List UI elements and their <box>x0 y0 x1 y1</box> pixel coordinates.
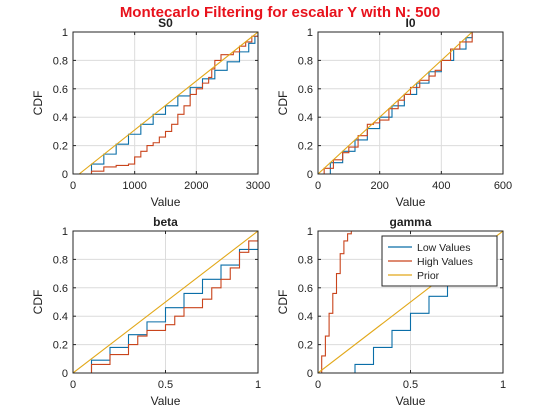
y-tick-label: 0.8 <box>53 55 68 67</box>
y-tick-label: 0.4 <box>298 311 313 323</box>
x-tick-label: 0.5 <box>158 379 173 391</box>
y-tick-label: 0 <box>307 368 313 380</box>
y-tick-label: 0.8 <box>53 254 68 266</box>
x-tick-label: 0 <box>315 379 321 391</box>
subplot-2: 0 200 400 600 0 0.2 0.4 0.6 0.8 1 I0 Value CDF <box>276 16 512 209</box>
y-tick-label: 0.4 <box>298 112 313 124</box>
subplot-3: 0 0.5 1 0 0.2 0.4 0.6 0.8 1 beta Value CDF <box>31 215 261 408</box>
subplot-title: I0 <box>405 16 415 30</box>
series-line-high <box>318 32 473 174</box>
y-tick-label: 1 <box>62 226 68 238</box>
x-tick-label: 200 <box>370 180 388 192</box>
series-line-low <box>318 32 473 174</box>
y-tick-label: 1 <box>62 27 68 39</box>
y-tick-label: 0.6 <box>53 84 68 96</box>
y-tick-label: 0.2 <box>53 141 68 153</box>
y-tick-label: 0 <box>62 169 68 181</box>
x-tick-label: 1 <box>500 379 506 391</box>
subplot-1: 0 1000 2000 3000 0 0.2 0.4 0.6 0.8 1 S0 Value CDF <box>31 16 270 209</box>
series-line-prior <box>318 32 473 174</box>
series-group <box>78 32 258 174</box>
figure-suptitle: Montecarlo Filtering for escalar Y with … <box>120 4 440 21</box>
x-tick-label: 1000 <box>122 180 146 192</box>
y-axis-label: CDF <box>31 290 45 315</box>
subplot-4: 0 0.5 1 0 0.2 0.4 0.6 0.8 1 gamma Value CDF Low Valu… <box>276 215 506 408</box>
series-line-high <box>79 32 258 174</box>
series-line-high <box>82 231 258 373</box>
legend-label-prior: Prior <box>417 270 440 282</box>
y-tick-label: 0 <box>307 169 313 181</box>
x-tick-label: 0 <box>70 379 76 391</box>
y-tick-label: 1 <box>307 226 313 238</box>
series-group <box>318 32 473 174</box>
axes-frame <box>72 31 259 175</box>
y-tick-label: 0.6 <box>298 84 313 96</box>
x-axis-label: Value <box>151 394 181 408</box>
y-axis-label: CDF <box>31 91 45 116</box>
y-tick-label: 0 <box>62 368 68 380</box>
series-group <box>73 231 258 373</box>
legend: Low Values High Values Prior <box>381 235 498 287</box>
x-axis-label: Value <box>396 394 426 408</box>
x-tick-label: 0.5 <box>403 379 418 391</box>
y-tick-label: 0.6 <box>298 283 313 295</box>
x-tick-label: 400 <box>432 180 450 192</box>
y-tick-label: 0.4 <box>53 112 68 124</box>
legend-label-low: Low Values <box>417 242 471 254</box>
y-axis-label: CDF <box>276 91 290 116</box>
series-line-high <box>318 231 352 373</box>
legend-label-high: High Values <box>417 256 473 268</box>
y-axis-label: CDF <box>276 290 290 315</box>
x-axis-label: Value <box>151 195 181 209</box>
y-tick-label: 1 <box>307 27 313 39</box>
y-tick-label: 0.2 <box>298 141 313 153</box>
y-tick-label: 0.2 <box>53 340 68 352</box>
x-tick-label: 0 <box>70 180 76 192</box>
x-tick-label: 600 <box>494 180 512 192</box>
y-tick-label: 0.6 <box>53 283 68 295</box>
series-line-prior <box>78 32 258 174</box>
subplot-title: gamma <box>389 215 431 229</box>
y-tick-label: 0.8 <box>298 254 313 266</box>
subplot-title: S0 <box>158 16 173 30</box>
x-axis-label: Value <box>396 195 426 209</box>
series-line-prior <box>73 231 258 373</box>
plot-area <box>73 32 258 174</box>
y-tick-label: 0.4 <box>53 311 68 323</box>
x-tick-label: 0 <box>315 180 321 192</box>
y-tick-label: 0.2 <box>298 340 313 352</box>
subplot-title: beta <box>153 215 178 229</box>
x-tick-label: 2000 <box>184 180 208 192</box>
x-tick-label: 1 <box>255 379 261 391</box>
axes-frame <box>317 31 504 175</box>
x-tick-label: 3000 <box>246 180 270 192</box>
y-tick-label: 0.8 <box>298 55 313 67</box>
